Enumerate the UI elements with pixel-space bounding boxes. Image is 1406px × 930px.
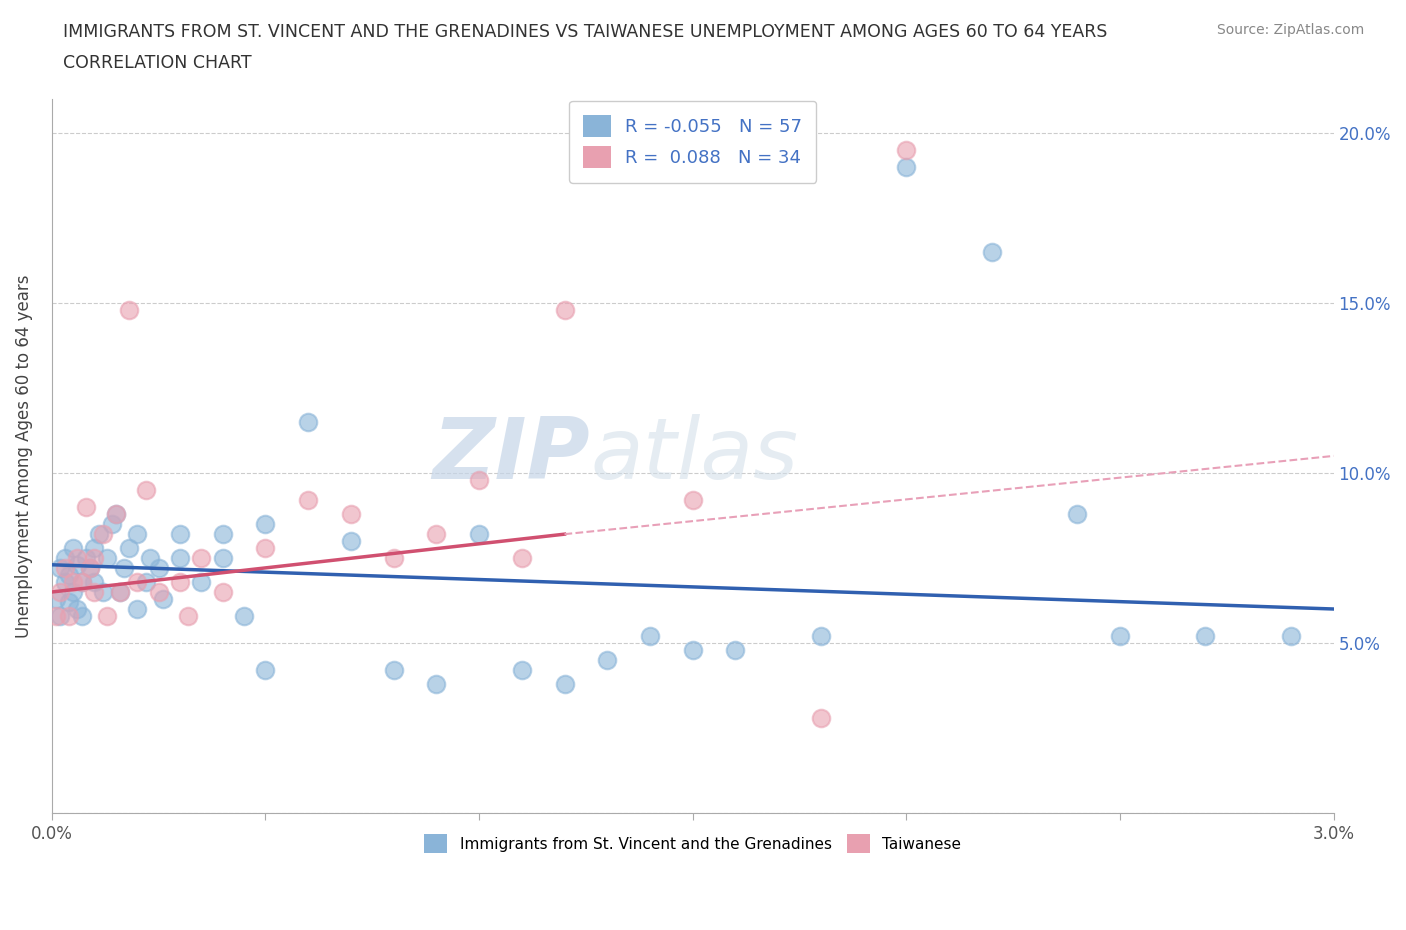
Point bbox=[1066, 506, 1088, 521]
Point bbox=[510, 663, 533, 678]
Point bbox=[254, 663, 277, 678]
Text: CORRELATION CHART: CORRELATION CHART bbox=[63, 54, 252, 72]
Point bbox=[425, 676, 447, 691]
Point bbox=[553, 302, 575, 317]
Point bbox=[108, 585, 131, 600]
Point bbox=[127, 602, 149, 617]
Point bbox=[553, 676, 575, 691]
Point bbox=[139, 551, 162, 565]
Point bbox=[53, 561, 76, 576]
Point bbox=[70, 575, 93, 590]
Point bbox=[152, 591, 174, 606]
Point bbox=[83, 585, 105, 600]
Point bbox=[340, 534, 363, 549]
Point bbox=[148, 561, 170, 576]
Point bbox=[190, 575, 212, 590]
Text: Source: ZipAtlas.com: Source: ZipAtlas.com bbox=[1216, 23, 1364, 37]
Point bbox=[980, 245, 1002, 259]
Text: IMMIGRANTS FROM ST. VINCENT AND THE GRENADINES VS TAIWANESE UNEMPLOYMENT AMONG A: IMMIGRANTS FROM ST. VINCENT AND THE GREN… bbox=[63, 23, 1108, 41]
Point bbox=[510, 551, 533, 565]
Point bbox=[118, 302, 141, 317]
Point bbox=[75, 499, 97, 514]
Point bbox=[70, 608, 93, 623]
Text: ZIP: ZIP bbox=[433, 415, 591, 498]
Point bbox=[810, 711, 832, 725]
Point bbox=[340, 506, 363, 521]
Point bbox=[45, 591, 67, 606]
Y-axis label: Unemployment Among Ages 60 to 64 years: Unemployment Among Ages 60 to 64 years bbox=[15, 274, 32, 638]
Point bbox=[53, 551, 76, 565]
Point bbox=[104, 506, 127, 521]
Point bbox=[49, 585, 72, 600]
Point bbox=[104, 506, 127, 521]
Point bbox=[127, 526, 149, 541]
Point bbox=[58, 567, 80, 582]
Point bbox=[83, 551, 105, 565]
Point bbox=[468, 472, 491, 487]
Point bbox=[83, 540, 105, 555]
Point bbox=[233, 608, 256, 623]
Point bbox=[79, 561, 101, 576]
Point bbox=[66, 557, 89, 572]
Point bbox=[1109, 629, 1132, 644]
Point bbox=[58, 608, 80, 623]
Point bbox=[468, 526, 491, 541]
Point bbox=[135, 575, 157, 590]
Point bbox=[127, 575, 149, 590]
Point bbox=[62, 540, 84, 555]
Point bbox=[682, 643, 704, 658]
Point bbox=[1279, 629, 1302, 644]
Point bbox=[190, 551, 212, 565]
Point bbox=[1194, 629, 1216, 644]
Point bbox=[169, 551, 191, 565]
Point bbox=[66, 602, 89, 617]
Point bbox=[135, 483, 157, 498]
Point bbox=[682, 493, 704, 508]
Point bbox=[896, 142, 918, 157]
Point bbox=[62, 585, 84, 600]
Point bbox=[810, 629, 832, 644]
Point bbox=[638, 629, 661, 644]
Point bbox=[62, 575, 84, 590]
Point bbox=[297, 493, 319, 508]
Point bbox=[896, 159, 918, 174]
Point bbox=[66, 551, 89, 565]
Point bbox=[79, 561, 101, 576]
Point bbox=[254, 516, 277, 531]
Point bbox=[49, 561, 72, 576]
Point bbox=[169, 575, 191, 590]
Point bbox=[70, 575, 93, 590]
Point bbox=[118, 540, 141, 555]
Point bbox=[49, 608, 72, 623]
Point bbox=[425, 526, 447, 541]
Point bbox=[112, 561, 135, 576]
Legend: Immigrants from St. Vincent and the Grenadines, Taiwanese: Immigrants from St. Vincent and the Gren… bbox=[419, 829, 967, 859]
Point bbox=[382, 551, 405, 565]
Point bbox=[724, 643, 747, 658]
Point bbox=[254, 540, 277, 555]
Point bbox=[148, 585, 170, 600]
Point bbox=[45, 608, 67, 623]
Point bbox=[100, 516, 122, 531]
Point bbox=[211, 551, 233, 565]
Text: atlas: atlas bbox=[591, 415, 799, 498]
Point bbox=[87, 526, 110, 541]
Point bbox=[297, 415, 319, 430]
Point bbox=[382, 663, 405, 678]
Point bbox=[58, 595, 80, 610]
Point bbox=[211, 585, 233, 600]
Point bbox=[177, 608, 200, 623]
Point bbox=[83, 575, 105, 590]
Point bbox=[91, 585, 114, 600]
Point bbox=[96, 551, 118, 565]
Point bbox=[169, 526, 191, 541]
Point bbox=[75, 551, 97, 565]
Point bbox=[211, 526, 233, 541]
Point bbox=[96, 608, 118, 623]
Point bbox=[53, 575, 76, 590]
Point bbox=[91, 526, 114, 541]
Point bbox=[596, 653, 619, 668]
Point bbox=[108, 585, 131, 600]
